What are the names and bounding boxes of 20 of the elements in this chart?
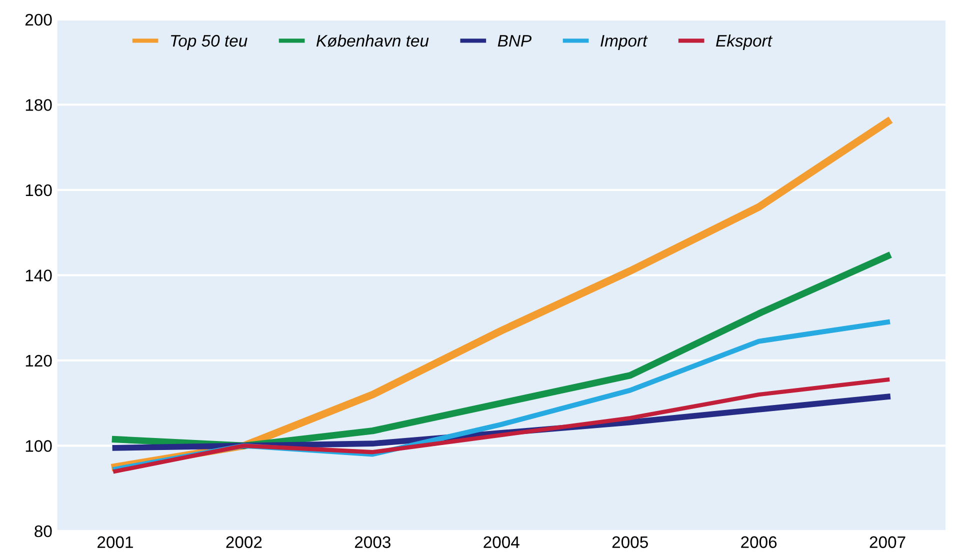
legend-label: Import [600,35,648,50]
x-tick-label: 2001 [98,536,133,548]
line-series [113,378,890,474]
y-tick-label: 200 [25,14,52,26]
legend-label: Eksport [716,34,773,50]
x-tick-label: 2003 [354,536,390,548]
x-tick-label: 2002 [226,536,262,548]
y-tick-label: 80 [34,525,52,538]
x-tick-label: 2005 [612,536,648,548]
y-tick-label: 160 [26,184,52,196]
x-tick-label: 2006 [741,536,777,548]
y-tick-label: 120 [26,354,52,367]
y-tick-label: 100 [26,440,52,452]
y-tick-label: 140 [26,270,52,282]
legend-label: BNP [498,35,532,47]
legend-label: Top 50 teu [170,34,248,50]
legend-label: København teu [316,34,429,47]
y-tick-label: 180 [26,99,52,111]
x-tick-label: 2004 [484,536,520,548]
x-tick-label: 2007 [870,536,906,548]
